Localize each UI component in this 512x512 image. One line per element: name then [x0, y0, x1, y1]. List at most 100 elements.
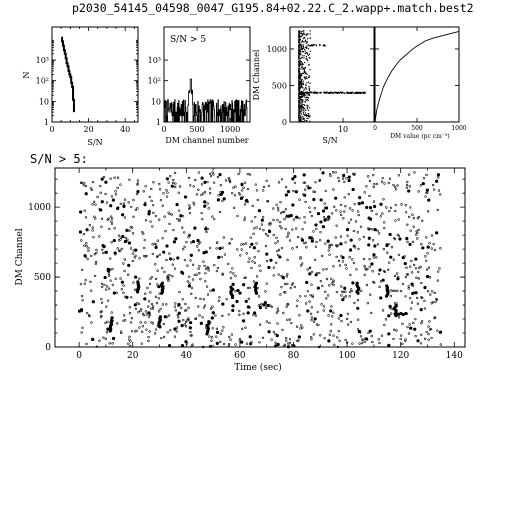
- dm-channel-vs-time-point: [292, 344, 296, 348]
- dm-channel-vs-sn-point: [303, 93, 305, 96]
- dm-channel-vs-time-point: [421, 182, 425, 186]
- dm-channel-vs-sn-point: [305, 57, 307, 59]
- dm-channel-vs-time-point: [145, 313, 148, 316]
- dm-channel-vs-time-point: [235, 299, 239, 304]
- dm-channel-vs-time-point: [156, 283, 159, 286]
- dm-channel-vs-time-point: [406, 223, 409, 227]
- dm-channel-vs-sn-point: [298, 101, 300, 103]
- dm-channel-vs-time-point: [411, 284, 415, 287]
- dm-channel-vs-time-point: [377, 338, 380, 341]
- dm-channel-vs-time-point: [173, 185, 177, 189]
- dm-channel-vs-time-point: [351, 187, 355, 192]
- dm-channel-vs-sn-point: [302, 72, 305, 75]
- dm-channel-vs-time-point: [266, 303, 270, 308]
- dm-channel-vs-sn-point: [302, 113, 305, 115]
- dm-channel-vs-sn-point: [299, 62, 301, 64]
- dm-channel-vs-time-point: [268, 321, 271, 325]
- dm-channel-vs-sn-point: [302, 106, 304, 109]
- dm-channel-vs-time-point: [353, 173, 356, 177]
- sn-histogram-y-axis-label: N: [22, 72, 31, 79]
- dm-channel-vs-sn-point: [300, 117, 302, 119]
- dm-channel-vs-sn-point: [306, 53, 308, 55]
- dm-channel-vs-time-point: [276, 322, 279, 325]
- dm-channel-vs-time-point: [177, 311, 181, 315]
- dm-channel-vs-sn-point: [301, 66, 303, 68]
- dm-channel-vs-sn-point: [305, 96, 308, 99]
- dm-channel-vs-time-point: [211, 305, 214, 308]
- dm-channel-vs-time-point: [249, 236, 252, 239]
- dm-channel-vs-sn-point: [299, 32, 301, 35]
- dm-channel-vs-sn-point: [307, 109, 310, 111]
- dm-channel-vs-time-point: [276, 253, 280, 257]
- dm-channel-vs-time-point: [196, 238, 200, 243]
- dm-channel-vs-time-point: [208, 172, 212, 176]
- dm-channel-vs-time-point: [95, 345, 99, 348]
- dm-channel-vs-time-point: [294, 190, 298, 194]
- dm-channel-vs-sn-point: [301, 96, 303, 98]
- dm-channel-vs-time-point: [156, 254, 159, 258]
- dm-channel-vs-time-point: [362, 257, 366, 261]
- dm-channel-vs-sn-point: [299, 98, 302, 101]
- dm-channel-vs-sn-point: [306, 99, 309, 101]
- dm-channel-vs-time-point: [152, 211, 155, 215]
- dm-channel-vs-time-x-axis-label: Time (sec): [234, 362, 282, 373]
- dm-channel-vs-time-point: [405, 236, 409, 241]
- dm-channel-vs-sn-point: [298, 86, 300, 88]
- dm-channel-vs-time-point: [361, 338, 364, 341]
- dm-channel-vs-sn-point: [302, 112, 304, 114]
- dm-channel-vs-time-point: [283, 291, 286, 294]
- dm-channel-vs-time-point: [92, 235, 95, 239]
- dm-channel-vs-sn-point: [298, 73, 300, 75]
- dm-channel-vs-sn-point: [299, 82, 301, 84]
- dm-channel-vs-time-point: [398, 237, 402, 241]
- dm-channel-vs-time-point: [326, 239, 330, 243]
- dm-channel-vs-time-point: [246, 311, 250, 315]
- dm-channel-vs-time-point: [257, 209, 262, 213]
- dm-channel-vs-time-point: [165, 177, 169, 181]
- dm-channel-vs-sn-y-tick-label: 1000: [267, 45, 287, 54]
- dm-channel-vs-time-point: [218, 296, 221, 299]
- dm-channel-vs-time-point: [269, 223, 272, 226]
- sn-histogram-ticks: [51, 27, 138, 123]
- dm-channel-vs-time-point: [95, 251, 98, 255]
- dm-channel-vs-time-point: [198, 265, 201, 268]
- dm-channel-vs-sn-point: [300, 32, 303, 35]
- dm-channel-vs-time-point: [167, 181, 170, 184]
- dm-channel-vs-sn-point: [307, 76, 309, 79]
- dm-channel-vs-sn-point: [298, 56, 300, 58]
- dm-channel-vs-time-point: [268, 229, 271, 232]
- dm-channel-vs-sn-point: [309, 91, 311, 93]
- dm-channel-vs-time-point: [265, 320, 269, 323]
- dm-channel-vs-time-point: [199, 297, 202, 301]
- dm-channel-vs-sn-point: [300, 83, 302, 85]
- dm-channel-vs-time-point: [168, 222, 171, 226]
- dm-channel-vs-time-point: [314, 181, 317, 184]
- dm-channel-vs-sn-point: [305, 91, 307, 94]
- dm-channel-vs-time-point: [137, 302, 141, 306]
- dm-channel-vs-time-point: [123, 198, 127, 201]
- channel-vs-dm-value-x-tick-label: 1000: [451, 125, 466, 132]
- dm-channel-vs-sn-point: [299, 53, 301, 56]
- dm-channel-vs-sn-point: [306, 108, 308, 110]
- dm-channel-vs-time-point: [215, 341, 219, 345]
- dm-channel-vs-time-point: [151, 322, 155, 325]
- dm-channel-vs-time-point: [344, 295, 348, 298]
- dm-channel-vs-sn-point: [298, 75, 300, 77]
- dm-channel-vs-time-point: [310, 306, 313, 309]
- dm-channel-vs-time-point: [365, 268, 368, 271]
- dm-channel-vs-sn-point: [302, 44, 304, 46]
- dm-channel-vs-time-point: [166, 275, 169, 279]
- dm-channel-vs-sn-point: [298, 117, 300, 120]
- dm-channel-vs-time-point: [263, 301, 267, 305]
- dm-channel-vs-time-point: [301, 326, 304, 329]
- dm-channel-vs-time-point: [400, 334, 403, 337]
- dm-channel-vs-time-point: [336, 244, 340, 247]
- dm-channel-vs-time-point: [110, 316, 114, 320]
- dm-channel-vs-time-point: [381, 309, 385, 312]
- dm-channel-vs-time-point: [154, 214, 157, 218]
- dm-channel-vs-time-point: [105, 305, 108, 308]
- dm-channel-vs-sn-point: [364, 92, 366, 94]
- dm-channel-vs-time-point: [136, 207, 139, 210]
- dm-channel-vs-sn-point: [298, 50, 300, 52]
- dm-channel-vs-sn-point: [350, 92, 352, 94]
